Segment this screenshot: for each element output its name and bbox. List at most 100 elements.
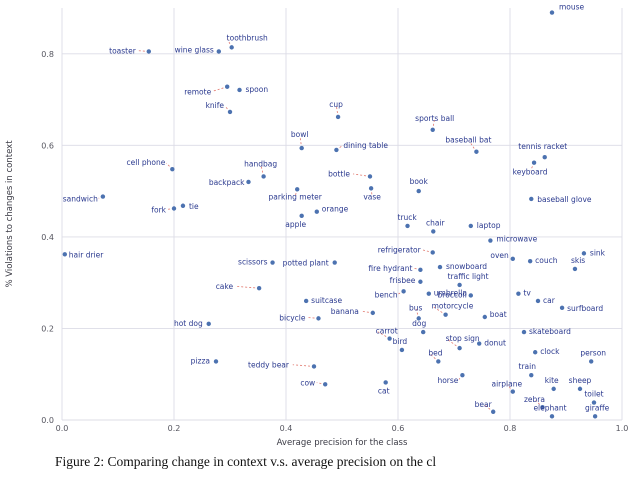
x-tick-label: 0.8 xyxy=(504,424,517,433)
point-label: bowl xyxy=(291,130,309,139)
data-point xyxy=(299,145,304,151)
point-label: airplane xyxy=(492,380,523,389)
data-point xyxy=(314,209,319,214)
data-point xyxy=(225,84,230,89)
data-point xyxy=(370,310,375,316)
point-label: traffic light xyxy=(448,272,489,281)
data-point xyxy=(62,252,67,257)
point-label: bus xyxy=(409,303,423,312)
data-point xyxy=(430,127,435,132)
data-point xyxy=(421,329,426,335)
data-point xyxy=(401,289,406,294)
point-label: cake xyxy=(216,282,234,291)
data-point xyxy=(256,285,262,291)
data-point xyxy=(261,174,266,179)
point-label: horse xyxy=(437,376,458,385)
y-axis-title: % Violations to changes in context xyxy=(5,140,15,288)
point-label: tv xyxy=(523,289,531,298)
point-label: chair xyxy=(426,218,446,227)
data-point xyxy=(237,87,242,93)
data-point xyxy=(460,372,465,378)
point-label: vase xyxy=(363,192,381,201)
data-point xyxy=(510,389,515,394)
point-label: train xyxy=(519,362,537,371)
data-point xyxy=(316,316,321,321)
data-point xyxy=(100,194,106,199)
point-label: laptop xyxy=(477,221,501,230)
data-point xyxy=(527,258,533,264)
point-label: toilet xyxy=(584,390,603,399)
point-label: fire hydrant xyxy=(368,264,412,273)
data-point xyxy=(592,414,598,419)
point-label: cow xyxy=(300,378,315,387)
data-point xyxy=(581,251,587,256)
point-label: orange xyxy=(322,205,349,214)
point-label: bottle xyxy=(328,169,350,178)
data-point xyxy=(416,188,421,194)
data-point xyxy=(431,229,436,234)
point-label: backpack xyxy=(209,178,245,187)
x-tick-label: 0.6 xyxy=(392,424,405,433)
figure-caption: Figure 2: Comparing change in context v.… xyxy=(55,454,437,469)
data-point xyxy=(468,223,473,229)
data-point xyxy=(516,291,521,296)
point-label: suitcase xyxy=(311,296,342,305)
x-tick-label: 1.0 xyxy=(616,424,629,433)
point-label: skis xyxy=(571,256,585,265)
point-label: person xyxy=(580,348,606,357)
data-point xyxy=(216,49,221,54)
data-point xyxy=(416,316,421,321)
point-label: motorcycle xyxy=(432,302,474,311)
data-point xyxy=(270,260,275,265)
point-label: oven xyxy=(490,251,509,260)
data-point xyxy=(418,267,423,273)
point-label: broccoli xyxy=(438,290,467,299)
data-point xyxy=(482,314,487,320)
y-tick-label: 0.0 xyxy=(41,416,54,425)
point-label: fork xyxy=(151,206,166,215)
point-label: car xyxy=(543,296,556,305)
data-point xyxy=(426,291,431,296)
point-label: book xyxy=(410,177,429,186)
point-label: cup xyxy=(329,100,343,109)
x-tick-label: 0.2 xyxy=(168,424,181,433)
point-label: dining table xyxy=(343,141,388,150)
point-label: scissors xyxy=(238,258,268,267)
data-point xyxy=(387,336,392,341)
data-point xyxy=(549,414,555,419)
data-point xyxy=(468,293,473,298)
leader-line xyxy=(292,364,315,367)
data-point xyxy=(405,223,410,229)
data-point xyxy=(577,386,583,392)
point-label: banana xyxy=(331,307,359,316)
data-point xyxy=(334,147,339,153)
point-label: parking meter xyxy=(269,192,323,201)
data-point xyxy=(311,364,317,369)
point-label: knife xyxy=(206,101,225,110)
point-label: bicycle xyxy=(279,313,306,322)
data-point xyxy=(477,341,482,346)
data-point xyxy=(299,213,304,219)
point-label: bird xyxy=(393,337,408,346)
data-point xyxy=(549,10,555,15)
data-point xyxy=(368,186,374,191)
data-point xyxy=(474,149,479,154)
point-label: mouse xyxy=(559,3,585,12)
data-point xyxy=(399,347,405,353)
data-point xyxy=(323,382,328,387)
scatter-plot: 0.0 0.2 0.4 0.6 0.8 1.0 0.0 0.2 0.4 0.6 0.8 Average… xyxy=(5,3,629,448)
point-label: giraffe xyxy=(585,403,610,412)
point-label: potted plant xyxy=(283,259,329,268)
data-point xyxy=(437,264,443,270)
point-label: microwave xyxy=(496,235,537,244)
x-tick-label: 0.4 xyxy=(280,424,293,433)
point-label: sink xyxy=(590,248,606,257)
point-label: toothbrush xyxy=(227,33,268,42)
data-point xyxy=(335,114,341,120)
data-point xyxy=(457,282,462,288)
point-label: frisbee xyxy=(390,276,416,285)
data-point xyxy=(529,196,534,202)
point-label: zebra xyxy=(524,395,545,404)
point-label: skateboard xyxy=(529,327,571,336)
data-point xyxy=(540,404,545,410)
